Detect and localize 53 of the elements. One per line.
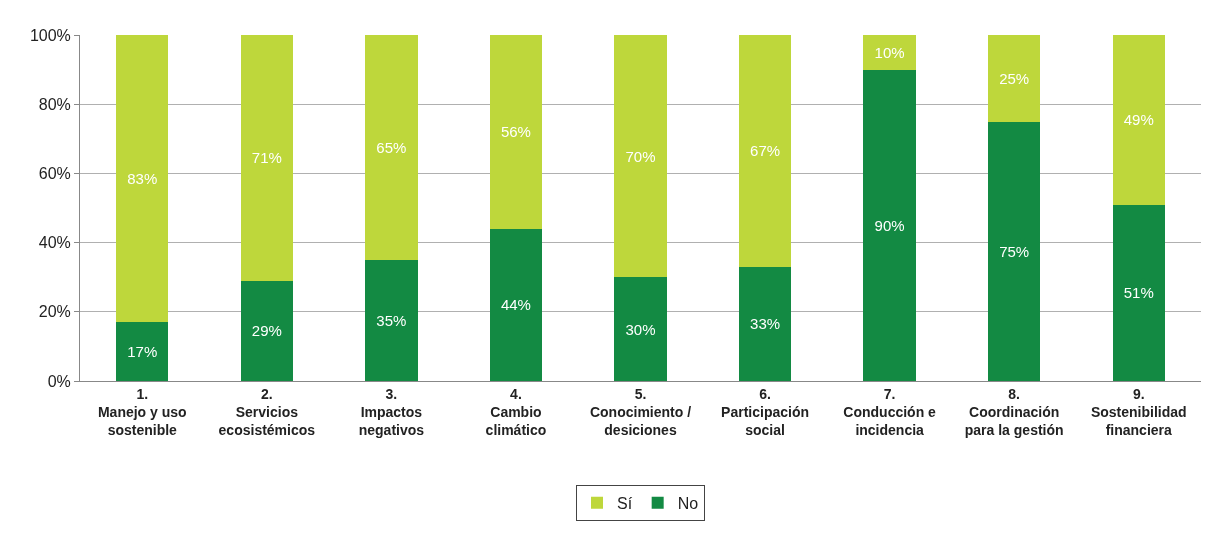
bar [365, 35, 418, 260]
bar [365, 259, 418, 381]
data-label: 67% [750, 142, 781, 160]
data-label: 83% [127, 170, 158, 188]
data-label: 10% [874, 43, 905, 61]
data-label: 70% [625, 147, 656, 165]
data-label: 29% [251, 322, 282, 340]
bar [863, 69, 916, 381]
bar [1112, 35, 1165, 205]
y-tick-label: 20% [38, 303, 71, 321]
y-tick-label: 80% [38, 95, 71, 113]
data-label: 75% [999, 242, 1030, 260]
data-label: 49% [1123, 111, 1154, 129]
x-tick-label: 1. Manejo y uso sostenible [97, 385, 187, 439]
data-label: 25% [999, 69, 1030, 87]
bar [738, 266, 792, 381]
x-tick-label: 7. Conducción e incidencia [843, 385, 937, 439]
x-tick-label: 2. Servicios ecosistémicos [218, 385, 316, 439]
data-label: 65% [376, 138, 407, 156]
bar [240, 35, 293, 281]
x-tick-label: 5. Conocimiento / desiciones [589, 385, 692, 439]
x-tick-label: 6. Participación social [721, 385, 810, 439]
bar [489, 35, 543, 229]
x-tick-label: 4. Cambio climático [485, 385, 547, 439]
data-label: 56% [500, 123, 531, 141]
bar [738, 35, 792, 267]
data-label: 51% [1123, 284, 1154, 302]
data-label: 30% [625, 320, 656, 338]
bar [988, 35, 1041, 122]
data-label: 35% [376, 311, 407, 329]
bar [116, 35, 169, 323]
data-label: 17% [127, 343, 158, 361]
bar [489, 228, 543, 381]
y-tick-label: 0% [47, 372, 71, 390]
x-tick-label: 8. Coordinación para la gestión [964, 385, 1064, 439]
data-label: 90% [874, 216, 905, 234]
bar [614, 35, 667, 278]
bar [240, 280, 293, 381]
legend-label: No [677, 494, 699, 512]
data-label: 33% [750, 315, 781, 333]
data-label: 71% [251, 149, 282, 167]
bar [863, 35, 916, 70]
y-tick-label: 60% [38, 165, 71, 182]
bar [116, 322, 169, 381]
data-label: 44% [500, 296, 531, 314]
y-tick-label: 100% [29, 26, 71, 44]
bar [614, 277, 667, 381]
y-tick-label: 40% [38, 234, 71, 252]
x-tick-label: 9. Sostenibilidad financiera [1090, 385, 1187, 439]
legend-label: Sí [617, 494, 633, 512]
bar [988, 121, 1041, 381]
bar [1112, 204, 1165, 381]
x-tick-label: 3. Impactos negativos [358, 385, 425, 439]
